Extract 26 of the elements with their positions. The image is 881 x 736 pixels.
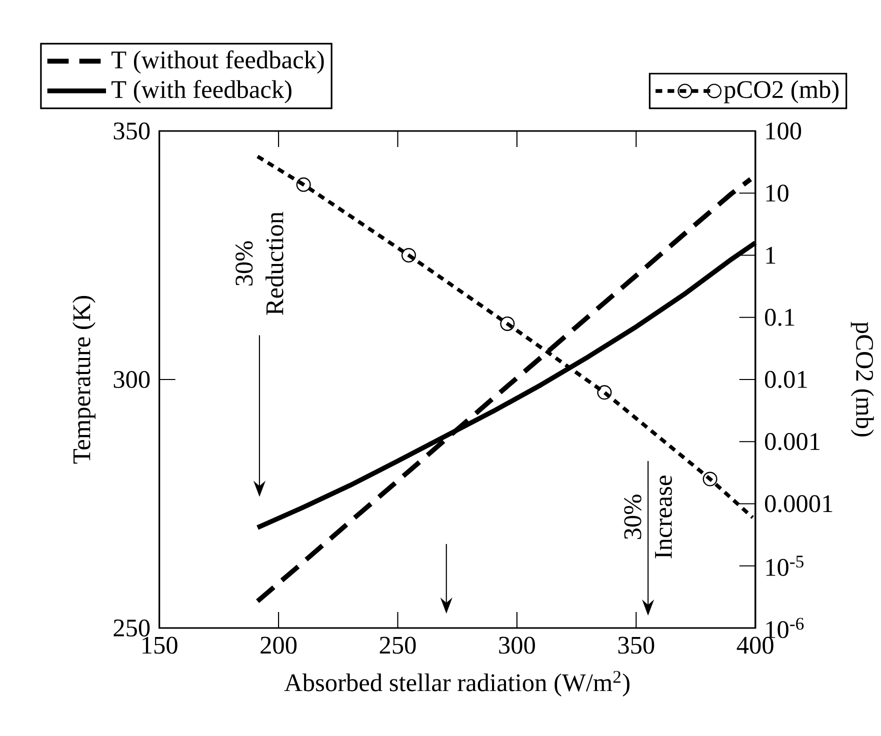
legend-label: T (with feedback) xyxy=(112,80,292,104)
y2-tick-label: 0.0001 xyxy=(765,495,832,512)
y-tick-label: 300 xyxy=(114,370,150,388)
legend-label: T (without feedback) xyxy=(112,50,324,74)
x-tick-label: 350 xyxy=(618,636,654,654)
annotation: 30% Increase xyxy=(624,476,672,558)
x-tick-label: 300 xyxy=(499,636,535,654)
x-axis-title: Absorbed stellar radiation (W/m$^{2}$) xyxy=(284,670,630,696)
y-axis-title: Temperature (K) xyxy=(72,296,96,464)
y2-tick-label: 0.1 xyxy=(765,308,794,326)
y2-tick-label: 0.01 xyxy=(765,370,807,388)
y-tick-label: 250 xyxy=(114,619,150,637)
x-tick-label: 400 xyxy=(736,636,774,654)
annotation: 30% Reduction xyxy=(236,212,284,315)
x-tick-label: 200 xyxy=(260,636,297,654)
y-tick-label: 350 xyxy=(114,122,150,140)
y2-tick-label: 1 xyxy=(766,246,776,264)
x-tick-label: 250 xyxy=(380,636,416,654)
y2-tick-label: 10$^{-6}$ xyxy=(766,618,804,638)
y2-tick-label: 0.001 xyxy=(765,433,820,450)
x-tick-label: 150 xyxy=(142,636,178,654)
y2-axis-title: pCO2 (mb) xyxy=(850,322,874,436)
y2-tick-label: 10 xyxy=(766,184,788,202)
y2-tick-label: 100 xyxy=(766,122,802,140)
y2-tick-label: 10$^{-5}$ xyxy=(766,556,804,576)
legend-label: pCO2 (mb) xyxy=(724,80,839,104)
